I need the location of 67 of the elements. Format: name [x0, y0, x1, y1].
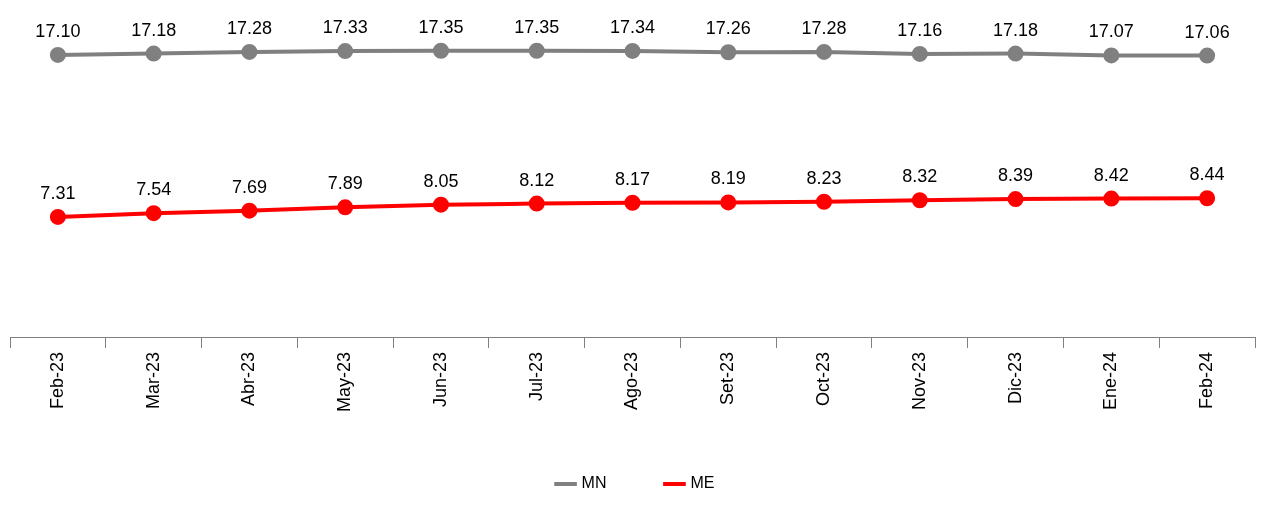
data-label: 8.44 [1189, 164, 1225, 185]
data-label: 7.31 [40, 182, 76, 203]
x-tick-label: Nov-23 [908, 351, 929, 411]
data-label: 17.34 [609, 16, 656, 37]
x-tick-label: Feb-24 [1196, 351, 1217, 410]
point [145, 205, 162, 222]
data-label: 8.42 [1093, 164, 1129, 185]
data-label: 17.18 [993, 19, 1039, 40]
point [720, 194, 737, 211]
point [1007, 45, 1024, 62]
data-label: 8.05 [423, 170, 459, 191]
point [145, 45, 162, 62]
x-tick-label: Ago-23 [621, 351, 642, 411]
point [432, 42, 449, 59]
data-label: 7.69 [231, 176, 267, 197]
x-tick-label: Jul-23 [525, 351, 546, 402]
point [528, 195, 545, 212]
point [911, 45, 928, 62]
data-label: 17.35 [418, 16, 464, 37]
data-label: 17.07 [1088, 21, 1134, 42]
legend-label: MN [581, 474, 607, 492]
data-label: 8.19 [710, 168, 746, 189]
legend-label: ME [690, 474, 715, 492]
data-label: 17.26 [705, 18, 751, 39]
point [49, 208, 66, 225]
point [528, 42, 545, 59]
data-label: 17.18 [131, 19, 177, 40]
x-tick-label: Abr-23 [238, 351, 259, 407]
x-tick-label: Dic-23 [1004, 351, 1025, 404]
data-label: 8.32 [902, 166, 938, 187]
point [337, 199, 354, 216]
data-label: 7.89 [327, 173, 363, 194]
point [337, 43, 354, 60]
point [241, 202, 258, 219]
point [720, 44, 737, 61]
x-tick-label: Mar-23 [142, 351, 163, 409]
point [624, 194, 641, 211]
point [624, 42, 641, 59]
data-label: 17.28 [801, 17, 847, 38]
x-tick-label: Jun-23 [429, 351, 450, 408]
point [911, 192, 928, 209]
x-tick-label: May-23 [334, 351, 355, 413]
data-label: 17.35 [514, 16, 560, 37]
data-label: 17.10 [35, 20, 81, 41]
point [49, 46, 66, 63]
point [1199, 47, 1216, 64]
x-tick-label: Oct-23 [813, 351, 834, 407]
data-label: 17.28 [226, 17, 272, 38]
data-label: 17.16 [897, 19, 943, 40]
x-tick-label: Set-23 [717, 351, 738, 406]
data-label: 17.06 [1184, 21, 1230, 42]
point [1103, 47, 1120, 64]
data-label: 17.33 [322, 17, 368, 38]
data-label: 8.17 [614, 168, 651, 189]
data-label: 7.54 [136, 179, 172, 200]
point [816, 43, 833, 60]
point [432, 196, 449, 213]
point [241, 43, 258, 60]
data-label: 8.39 [998, 165, 1034, 186]
point [1199, 190, 1216, 207]
data-label: 8.12 [519, 169, 555, 190]
x-tick-label: Feb-23 [46, 351, 67, 410]
point [816, 193, 833, 210]
point [1103, 190, 1120, 207]
data-label: 8.23 [806, 167, 842, 188]
x-tick-label: Ene-24 [1100, 351, 1121, 411]
point [1007, 191, 1024, 208]
